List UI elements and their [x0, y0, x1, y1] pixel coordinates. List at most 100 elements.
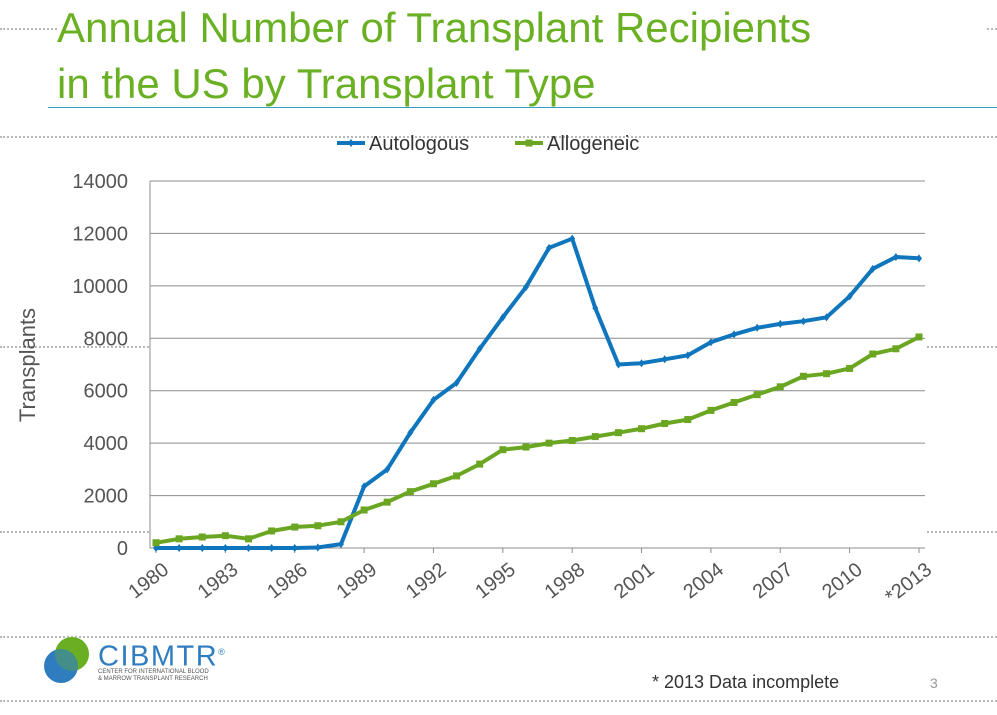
plot-area: [150, 180, 925, 550]
slide-title-line-1: Annual Number of Transplant Recipients: [57, 4, 812, 51]
data-point-autologous: [245, 544, 252, 552]
legend: Autologous Allogeneic: [337, 133, 639, 155]
y-tick-label: 2000: [84, 486, 129, 508]
background-dotted-line: [0, 636, 997, 638]
data-point-allogeneic: [753, 391, 761, 399]
data-point-autologous: [569, 234, 576, 243]
data-point-allogeneic: [198, 533, 206, 541]
data-point-allogeneic: [591, 433, 599, 441]
legend-label-allogeneic: Allogeneic: [547, 133, 639, 155]
data-point-allogeneic: [568, 437, 576, 445]
data-point-autologous: [361, 482, 368, 491]
x-tick-label: 2010: [818, 559, 867, 604]
data-point-allogeneic: [291, 523, 299, 531]
data-point-allogeneic: [268, 527, 276, 535]
page-number: 3: [930, 675, 938, 691]
y-tick-label: 6000: [84, 381, 129, 403]
data-point-autologous: [916, 254, 922, 263]
data-point-autologous: [384, 465, 391, 474]
x-tick-label: *2013: [881, 559, 936, 609]
data-point-allogeneic: [476, 460, 484, 468]
data-point-allogeneic: [175, 535, 183, 543]
data-point-allogeneic: [614, 429, 622, 437]
y-tick-label: 10000: [72, 276, 128, 298]
data-point-autologous: [222, 544, 229, 552]
data-point-allogeneic: [221, 532, 229, 540]
x-tick-label: 1989: [333, 559, 382, 604]
data-point-autologous: [592, 304, 599, 313]
slide-title: Annual Number of Transplant Recipients i…: [57, 0, 987, 112]
data-point-allogeneic: [661, 419, 669, 427]
data-point-autologous: [846, 292, 853, 301]
y-tick-label: 12000: [72, 223, 128, 245]
data-point-allogeneic: [707, 406, 715, 414]
data-point-allogeneic: [915, 333, 923, 341]
data-point-autologous: [176, 544, 183, 552]
background-dotted-line: [0, 136, 997, 138]
data-point-allogeneic: [244, 535, 252, 543]
data-point-autologous: [754, 323, 761, 332]
data-point-allogeneic: [522, 443, 530, 451]
data-point-autologous: [268, 544, 275, 552]
data-point-allogeneic: [684, 416, 692, 424]
data-point-allogeneic: [429, 480, 437, 488]
legend-marker-allogeneic: [525, 139, 533, 147]
title-underline: [48, 107, 997, 108]
x-tick-label: 1983: [194, 559, 243, 604]
data-point-allogeneic: [453, 472, 461, 480]
data-point-autologous: [823, 313, 830, 322]
data-point-allogeneic: [846, 364, 854, 372]
cibmtr-logo-name: CIBMTR®: [98, 637, 226, 672]
data-point-autologous: [869, 264, 876, 273]
data-point-allogeneic: [892, 345, 900, 353]
data-point-allogeneic: [638, 425, 646, 433]
data-point-autologous: [499, 313, 506, 322]
data-point-autologous: [615, 360, 622, 369]
data-point-autologous: [661, 355, 668, 364]
data-point-autologous: [453, 378, 460, 387]
data-point-autologous: [707, 338, 714, 347]
data-point-autologous: [892, 253, 899, 262]
data-point-allogeneic: [360, 506, 368, 514]
data-point-autologous: [407, 428, 414, 437]
x-tick-label: 1980: [124, 559, 173, 604]
data-point-autologous: [337, 540, 344, 549]
data-point-allogeneic: [152, 539, 160, 547]
data-point-autologous: [522, 283, 529, 292]
series-line-allogeneic: [154, 335, 921, 545]
logo-tagline-line-1: Center for International Blood: [98, 669, 209, 675]
data-point-allogeneic: [869, 350, 877, 358]
data-point-allogeneic: [799, 372, 807, 380]
y-tick-label: 0: [117, 538, 128, 560]
data-point-autologous: [731, 330, 738, 339]
x-tick-label: 1986: [263, 559, 312, 604]
data-point-allogeneic: [314, 522, 322, 530]
cibmtr-logo: CIBMTR® Center for International Blood &…: [42, 633, 252, 693]
logo-wordmark: CIBMTR: [98, 640, 219, 673]
y-tick-label: 8000: [84, 328, 129, 350]
data-point-autologous: [430, 395, 437, 404]
cibmtr-logo-circles-icon: [44, 637, 89, 683]
data-point-autologous: [291, 544, 298, 552]
legend-label-autologous: Autologous: [369, 133, 469, 155]
x-tick-label: 1998: [541, 559, 590, 604]
logo-tagline-line-2: & Marrow Transplant Research: [98, 676, 208, 682]
footnote: * 2013 Data incomplete: [652, 672, 840, 693]
data-point-allogeneic: [545, 439, 553, 447]
data-point-autologous: [777, 319, 784, 328]
data-point-autologous: [800, 317, 807, 326]
data-point-allogeneic: [776, 383, 784, 391]
x-tick-label: 2007: [749, 559, 798, 604]
logo-registered-mark: ®: [218, 647, 227, 657]
data-point-allogeneic: [730, 399, 738, 407]
cibmtr-logo-tagline: Center for International Blood & Marrow …: [98, 669, 248, 683]
y-axis-label: Transplants: [15, 308, 40, 422]
x-tick-label: 1992: [402, 559, 451, 604]
data-point-autologous: [638, 359, 645, 368]
data-point-autologous: [684, 351, 691, 360]
data-point-allogeneic: [383, 498, 391, 506]
series-line-autologous: [154, 236, 921, 550]
legend-marker-autologous: [348, 139, 354, 147]
data-point-allogeneic: [499, 446, 507, 454]
